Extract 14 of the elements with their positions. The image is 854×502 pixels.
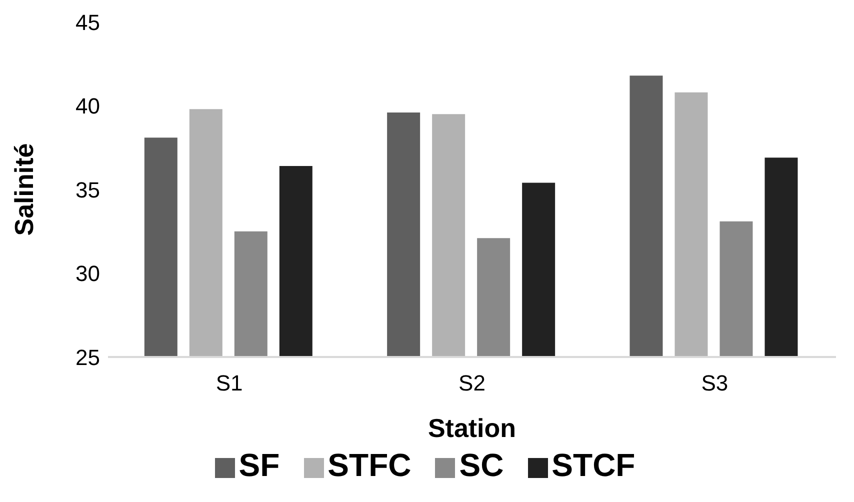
legend-label: SC: [459, 447, 504, 483]
legend-label: STCF: [552, 447, 636, 483]
x-tick-label: S1: [216, 370, 243, 396]
legend-label: SF: [238, 447, 280, 483]
y-tick-label: 45: [76, 10, 100, 35]
x-tick-label: S2: [458, 370, 486, 396]
y-tick-label: 30: [76, 261, 100, 286]
legend-label: STFC: [328, 447, 412, 483]
y-axis-title: Salinité: [9, 143, 40, 236]
x-tick-label: S3: [701, 370, 728, 396]
y-tick-label: 40: [76, 94, 100, 119]
y-tick-label: 25: [76, 344, 100, 370]
y-tick-label: 35: [76, 177, 100, 202]
x-axis-title: Station: [428, 413, 516, 443]
